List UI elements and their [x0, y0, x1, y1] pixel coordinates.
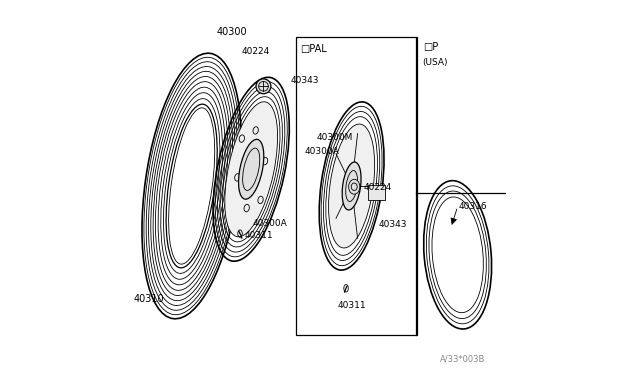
Text: □P: □P	[422, 42, 438, 52]
Ellipse shape	[168, 108, 214, 264]
Ellipse shape	[342, 162, 361, 210]
Ellipse shape	[432, 197, 483, 313]
Ellipse shape	[328, 124, 374, 248]
Ellipse shape	[256, 79, 271, 94]
Text: A/33*003B: A/33*003B	[440, 355, 486, 363]
Text: 40316: 40316	[458, 202, 487, 211]
Ellipse shape	[349, 179, 360, 194]
Ellipse shape	[239, 140, 264, 199]
Text: 40300A: 40300A	[252, 219, 287, 228]
Bar	[296, 37, 417, 335]
Text: 40300: 40300	[216, 27, 247, 37]
Text: □PAL: □PAL	[300, 44, 327, 54]
Text: 40310: 40310	[134, 295, 164, 304]
Text: 40300A: 40300A	[305, 147, 339, 156]
Ellipse shape	[225, 102, 278, 237]
Text: 40343: 40343	[379, 220, 407, 229]
Text: (USA): (USA)	[422, 58, 448, 67]
Text: 40311: 40311	[338, 301, 367, 310]
Text: 40224: 40224	[364, 183, 392, 192]
Text: 40300M: 40300M	[316, 132, 353, 141]
Text: 40224: 40224	[242, 47, 270, 56]
Text: 40311: 40311	[245, 231, 273, 240]
Bar	[369, 185, 385, 200]
Text: 40343: 40343	[291, 76, 319, 84]
